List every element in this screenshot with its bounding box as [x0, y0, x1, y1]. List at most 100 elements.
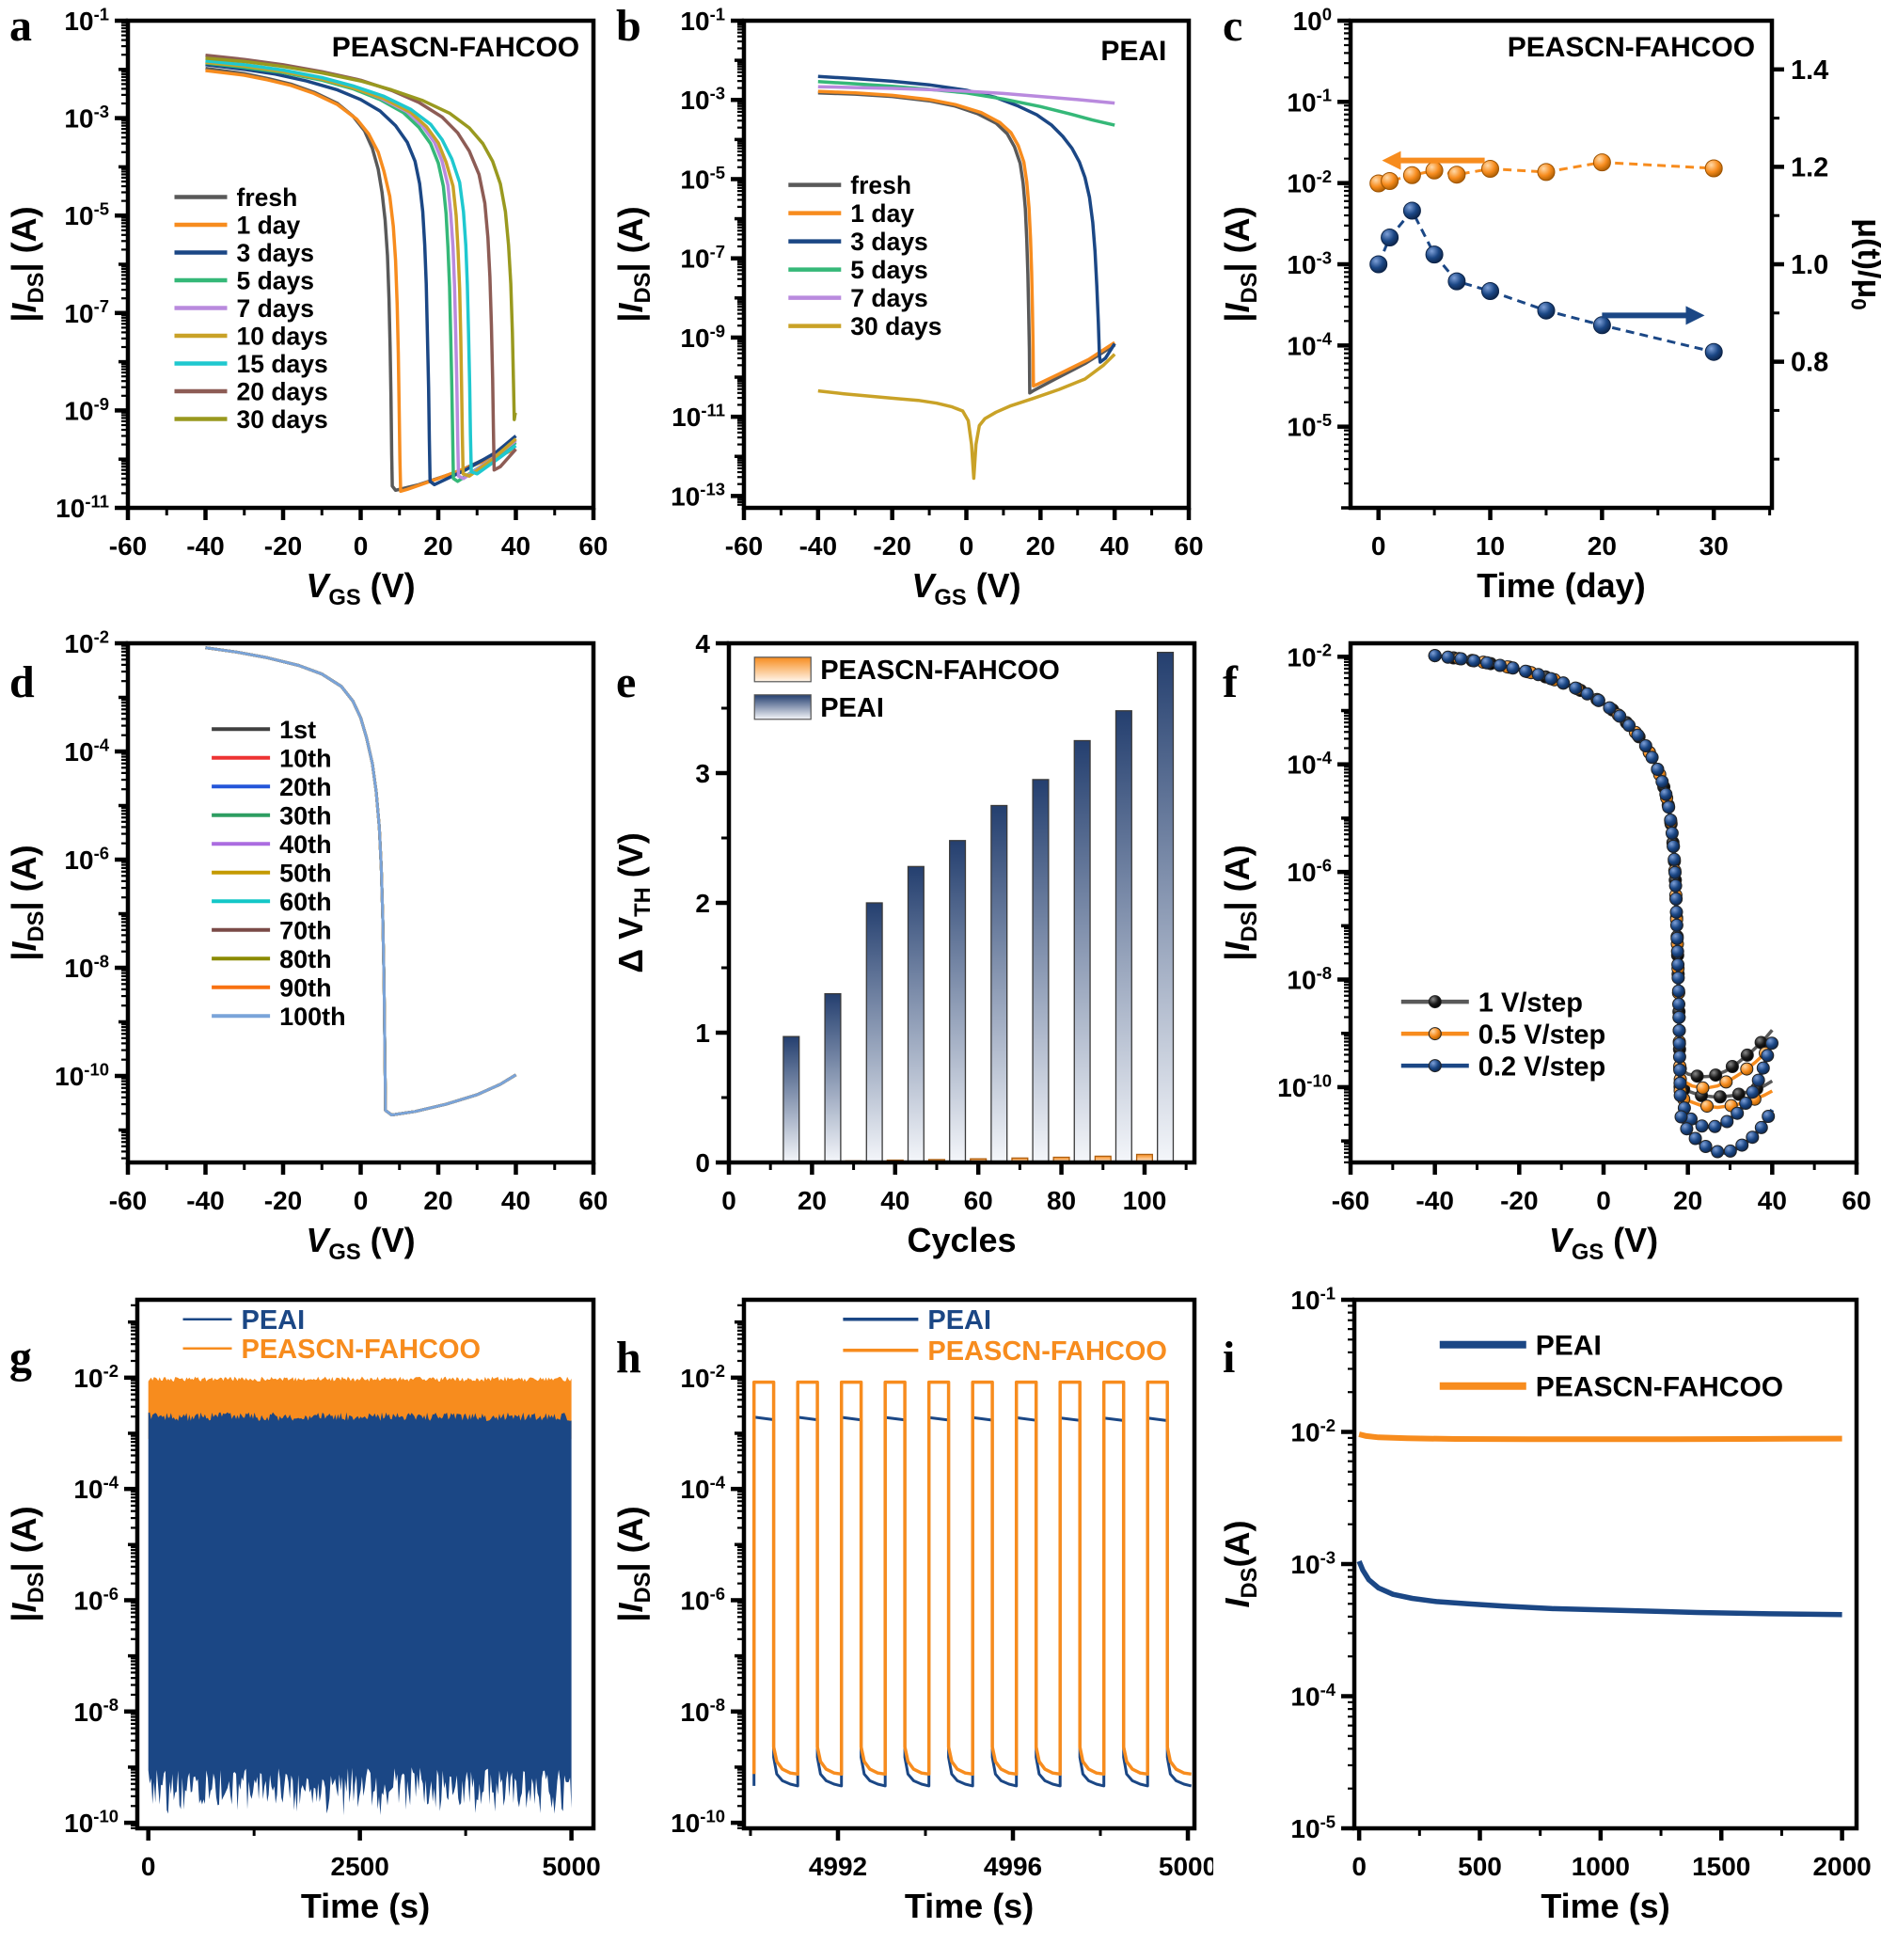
plot-frame	[1348, 18, 1775, 511]
data-marker	[1425, 245, 1444, 264]
x-tick-label: 20	[423, 1186, 452, 1215]
y-tick-label: 1	[695, 1019, 710, 1048]
data-marker	[1720, 1114, 1734, 1129]
legend-label: fresh	[237, 183, 298, 212]
y-tick-label: 10-2	[1290, 1415, 1336, 1447]
data-marker	[1381, 172, 1399, 190]
panel-letter-a: a	[9, 1, 32, 51]
panel-letter-i: i	[1223, 1333, 1236, 1383]
data-marker	[1493, 658, 1507, 672]
data-marker	[1667, 839, 1681, 853]
panel-letter-d: d	[9, 657, 35, 707]
data-marker	[1672, 1023, 1686, 1037]
panel-letter-g: g	[9, 1333, 32, 1383]
panel-c-plot: 0 10 20 30 10-5 10-4 10-3 10-2 10-1 100 0.8 1.0 1.2 1…	[1218, 4, 1881, 605]
series-mu(t)/mu0	[1377, 209, 1715, 354]
y-tick-label: 10-6	[64, 843, 109, 875]
series-PEASCN-FAHCOO	[751, 1380, 1192, 1777]
y-tick-label: 10-10	[671, 1806, 725, 1838]
data-marker	[1669, 905, 1683, 919]
legend-label: 80th	[279, 945, 332, 973]
data-marker	[1519, 664, 1533, 678]
y-tick-label: 10-3	[680, 84, 725, 116]
x-tick-label: 20	[798, 1186, 827, 1215]
series-1 day	[205, 69, 517, 494]
x-tick-label: 1500	[1692, 1852, 1750, 1881]
x-axis-label: Time (s)	[301, 1887, 430, 1925]
x-tick-label: -20	[264, 1186, 302, 1215]
legend-label: PEAI	[927, 1305, 991, 1336]
y-tick-label: 10-7	[64, 296, 109, 328]
data-marker	[1580, 687, 1594, 701]
plot-frame	[134, 1297, 596, 1831]
data-marker	[1751, 1073, 1765, 1087]
overlay-c: μ(t)/μ0 Time (day) |IDS| (A) PEASCN-FAHCOO	[1218, 18, 1881, 605]
x-tick-label: 0	[1596, 1186, 1611, 1215]
x-tick-label: 20	[1673, 1186, 1702, 1215]
data-marker	[1671, 957, 1685, 972]
bar-PEAI-70	[1032, 779, 1050, 1162]
x-tick-label: 4992	[809, 1852, 867, 1881]
panel-title: PEASCN-FAHCOO	[332, 32, 579, 63]
y-tick-label: 10-8	[680, 1695, 725, 1727]
data-marker	[1719, 1075, 1733, 1089]
y-tick-label: 10-6	[680, 1584, 725, 1616]
series-7 days	[817, 85, 1115, 105]
data-marker	[1731, 1106, 1745, 1120]
legend-label: 50th	[279, 860, 332, 888]
legend-label: 15 days	[237, 350, 328, 378]
bar-PEAI-90	[1114, 710, 1132, 1162]
x-tick-label: -60	[725, 531, 763, 561]
y-axis-label: Δ VTH (V)	[611, 832, 656, 973]
legend-i: PEAI PEASCN-FAHCOO	[1439, 1331, 1783, 1403]
y2-axis-label: μ(t)/μ0	[1847, 218, 1881, 310]
y-tick-label: 10-3	[1290, 1547, 1336, 1579]
y-tick-label: 10-1	[1287, 86, 1332, 118]
legend-swatch	[753, 656, 812, 683]
x-tick-label: 20	[423, 531, 452, 561]
data-marker	[1537, 163, 1556, 182]
legend-label: 30 days	[850, 312, 941, 340]
data-marker	[1664, 814, 1678, 827]
data-marker	[1537, 301, 1556, 320]
data-marker	[1613, 709, 1627, 723]
x-axis-label: VGS (V)	[306, 1221, 415, 1265]
legend-label: 0.2 V/step	[1478, 1052, 1605, 1083]
y-tick-label: 10-8	[64, 951, 109, 983]
data-marker	[1557, 676, 1571, 690]
data-marker	[1447, 272, 1466, 291]
data-marker	[1673, 1076, 1687, 1090]
data-marker	[1402, 201, 1421, 220]
y-axis-label: IDS(A)	[1218, 1521, 1262, 1608]
series-5 days	[817, 80, 1115, 127]
x-tick-label: 1000	[1572, 1852, 1630, 1881]
arrow-head	[1685, 306, 1705, 325]
plot-frame	[125, 18, 596, 511]
data-marker	[1592, 153, 1611, 172]
panel-title: PEASCN-FAHCOO	[1508, 32, 1755, 63]
x-tick-label: 2000	[1812, 1852, 1871, 1881]
y-tick-label: 10-2	[1287, 166, 1332, 198]
panel-letter-f: f	[1223, 657, 1238, 707]
y-tick-label: 10-8	[1287, 963, 1332, 995]
legend-marker	[1428, 1027, 1442, 1041]
y-tick-label: 100	[1293, 4, 1332, 36]
plot-frame	[741, 1297, 1197, 1831]
data-marker	[1425, 161, 1444, 180]
overlay-d: VGS (V) |IDS| (A) 1st10th20th30th40th50th6…	[5, 640, 596, 1265]
legend-label: PEAI	[820, 693, 884, 723]
legend-label: 10th	[279, 745, 332, 773]
legend-label: 7 days	[237, 294, 315, 323]
series-group-a	[205, 54, 517, 494]
data-marker	[1672, 997, 1685, 1011]
y-tick-label: 10-13	[671, 480, 725, 512]
legend-label: 20 days	[237, 378, 328, 406]
data-marker	[1447, 166, 1466, 184]
y-tick-label: 10-5	[680, 163, 725, 195]
data-marker	[1454, 652, 1468, 666]
data-marker	[1428, 649, 1442, 663]
panel-h: h 4992 4996 5000 10-10 10-8 10-6 10-4 10-2 Time …	[607, 1279, 1213, 1960]
data-marker	[1531, 668, 1545, 682]
